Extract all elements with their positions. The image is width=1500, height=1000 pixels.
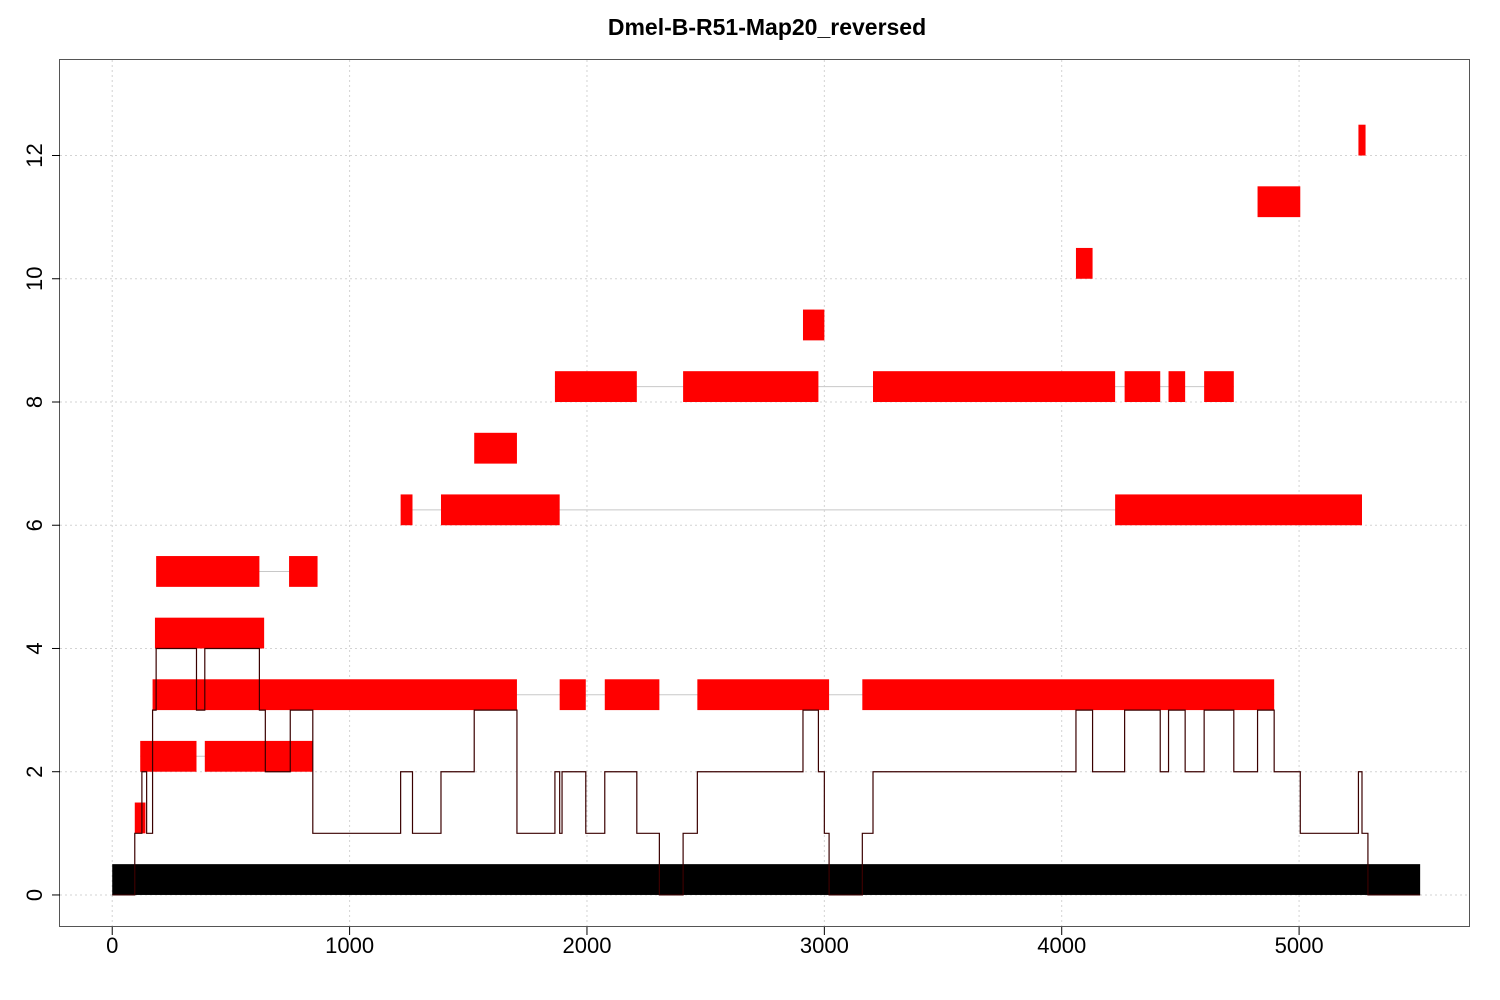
segment-bar: [204, 740, 313, 772]
y-tick-label: 6: [22, 519, 47, 531]
segment-bar: [474, 432, 517, 464]
segment-bar: [134, 802, 146, 834]
segment-bar: [1257, 186, 1301, 218]
x-tick-label: 4000: [1037, 933, 1086, 958]
segment-bar: [400, 494, 413, 526]
segment-bar: [683, 371, 819, 402]
axes: 0 1000 2000 3000 4000 5000 0 2 4 6 8 10 12: [22, 143, 1324, 958]
x-tick-label: 2000: [562, 933, 611, 958]
segment-bar: [604, 679, 660, 711]
segment-bar: [152, 679, 517, 711]
y-tick-label: 12: [22, 143, 47, 167]
segment-bar: [440, 494, 560, 526]
segment-bar: [1124, 371, 1161, 402]
segment-bar: [559, 679, 586, 711]
segment-bar: [1168, 371, 1186, 402]
segment-bar: [1204, 371, 1234, 402]
baseline-bar: [112, 864, 1421, 895]
segment-bar: [1115, 494, 1362, 526]
x-tick-label: 0: [106, 933, 118, 958]
coverage-line: [112, 647, 1421, 896]
segment-bar: [802, 309, 825, 341]
segment-bar: [1358, 124, 1366, 156]
y-tick-label: 4: [22, 642, 47, 654]
segment-bar: [289, 556, 318, 587]
y-tick-label: 8: [22, 396, 47, 408]
segment-bar: [554, 371, 637, 402]
segment-bar: [156, 556, 260, 587]
segment-bar: [154, 617, 265, 649]
x-tick-label: 3000: [800, 933, 849, 958]
segment-bar: [140, 740, 197, 772]
segment-bar: [862, 679, 1275, 711]
y-tick-label: 2: [22, 766, 47, 778]
segment-bar: [873, 371, 1116, 402]
segment-bars: [134, 124, 1366, 834]
y-tick-label: 10: [22, 267, 47, 291]
plot-frame: [59, 59, 1470, 927]
y-tick-label: 0: [22, 889, 47, 901]
x-tick-label: 5000: [1275, 933, 1324, 958]
segment-bar: [1075, 247, 1093, 279]
segment-bar: [697, 679, 830, 711]
chart-title: Dmel-B-R51-Map20_reversed: [607, 14, 927, 40]
x-tick-label: 1000: [325, 933, 374, 958]
